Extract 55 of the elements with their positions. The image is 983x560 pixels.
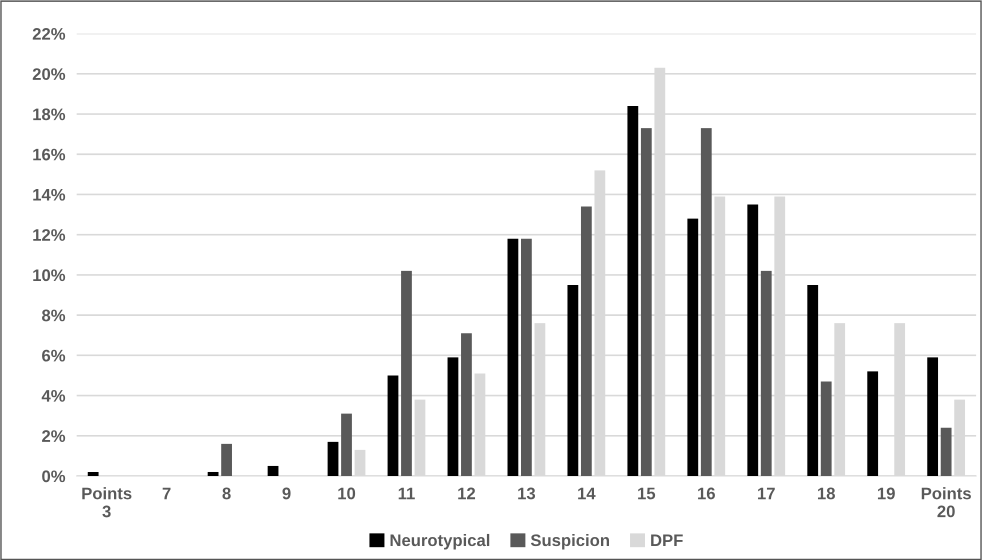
bar [567, 284, 578, 476]
bar [208, 472, 218, 476]
bar [747, 204, 758, 476]
x-tick-label: 18 [818, 488, 835, 500]
bar [687, 218, 698, 476]
legend-label: Suspicion [530, 534, 609, 550]
x-tick-label: 9 [282, 488, 291, 500]
y-tick-label: 0% [42, 470, 66, 482]
bar [580, 206, 592, 476]
bar [521, 238, 532, 476]
bar [940, 428, 952, 476]
x-tick-label: Points 3 [82, 487, 132, 518]
x-tick-label: 8 [222, 488, 231, 500]
y-tick-label: 22% [32, 28, 66, 40]
bar [640, 128, 652, 476]
y-tick-label: 4% [42, 390, 66, 402]
x-tick-label: Points 20 [922, 487, 971, 518]
bar [88, 472, 99, 476]
x-tick-label: 16 [698, 488, 715, 500]
bar [461, 333, 472, 476]
bar [927, 357, 938, 476]
bar [508, 238, 518, 476]
x-tick-label: 17 [758, 488, 775, 500]
y-tick-label: 18% [33, 108, 66, 120]
x-tick-label: 14 [578, 488, 596, 500]
bar [760, 270, 772, 476]
y-tick-label: 16% [33, 148, 66, 160]
legend-label: DPF [651, 534, 683, 546]
legend-label: Neurotypical [390, 534, 490, 550]
y-tick-label: 2% [42, 430, 66, 442]
bar [268, 466, 278, 476]
y-tick-label: 6% [42, 350, 66, 362]
x-tick-label: 12 [458, 488, 476, 500]
bar [700, 128, 712, 476]
bar [627, 106, 638, 476]
bar [448, 357, 458, 476]
y-tick-label: 10% [33, 269, 66, 282]
y-tick-label: 14% [33, 188, 66, 201]
x-tick-label: 10 [338, 488, 356, 500]
x-tick-label: 7 [162, 488, 171, 500]
bar [221, 444, 232, 476]
x-tick-label: 19 [878, 488, 895, 500]
bar [388, 375, 398, 476]
y-tick-label: 8% [42, 310, 66, 322]
bar [807, 284, 818, 476]
bar [341, 414, 352, 476]
x-tick-label: 13 [518, 488, 536, 500]
bar [328, 442, 338, 476]
bar [867, 371, 878, 476]
bar [820, 381, 832, 476]
y-tick-label: 12% [33, 229, 66, 241]
x-tick-label: 15 [638, 488, 656, 500]
y-tick-label: 20% [32, 68, 66, 80]
bar [401, 270, 412, 476]
x-tick-label: 11 [398, 488, 415, 500]
